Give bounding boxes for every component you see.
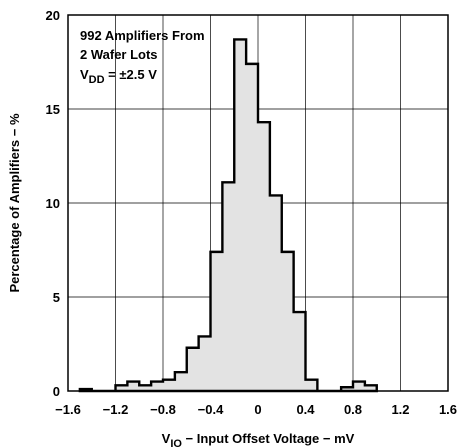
- x-tick-label: 1.2: [391, 402, 409, 417]
- x-tick-label: 0.4: [296, 402, 315, 417]
- x-tick-label: 1.6: [439, 402, 457, 417]
- x-tick-labels: −1.6 −1.2 −0.8 −0.4 0 0.4 0.8 1.2 1.6: [55, 402, 457, 417]
- annotation-line3: VDD = ±2.5 V: [80, 67, 157, 86]
- y-axis-label: Percentage of Amplifiers − %: [7, 113, 22, 292]
- annotation-vdd-symbol: V: [80, 67, 89, 82]
- x-axis-label-symbol: V: [162, 431, 171, 446]
- x-axis-label-subscript: IO: [170, 438, 182, 448]
- y-tick-label: 0: [53, 384, 60, 399]
- histogram-bars: [78, 38, 378, 393]
- x-axis-label: VIO − Input Offset Voltage − mV: [162, 431, 355, 448]
- annotation-vdd-subscript: DD: [89, 74, 105, 86]
- x-tick-label: −1.6: [55, 402, 81, 417]
- x-axis-label-text: − Input Offset Voltage − mV: [182, 431, 355, 446]
- y-tick-label: 10: [46, 196, 60, 211]
- y-tick-label: 5: [53, 290, 60, 305]
- plot-frame: [67, 14, 449, 392]
- annotation-vdd-value: = ±2.5 V: [105, 67, 158, 82]
- y-tick-labels: 0 5 10 15 20: [46, 8, 60, 399]
- x-tick-label: 0.8: [344, 402, 362, 417]
- y-tick-label: 15: [46, 102, 60, 117]
- annotation-line2: 2 Wafer Lots: [80, 47, 158, 62]
- x-tick-label: −0.4: [198, 402, 224, 417]
- y-tick-label: 20: [46, 8, 60, 23]
- x-tick-label: −1.2: [103, 402, 129, 417]
- annotation-line1: 992 Amplifiers From: [80, 28, 205, 43]
- x-tick-label: 0: [254, 402, 261, 417]
- x-tick-label: −0.8: [150, 402, 176, 417]
